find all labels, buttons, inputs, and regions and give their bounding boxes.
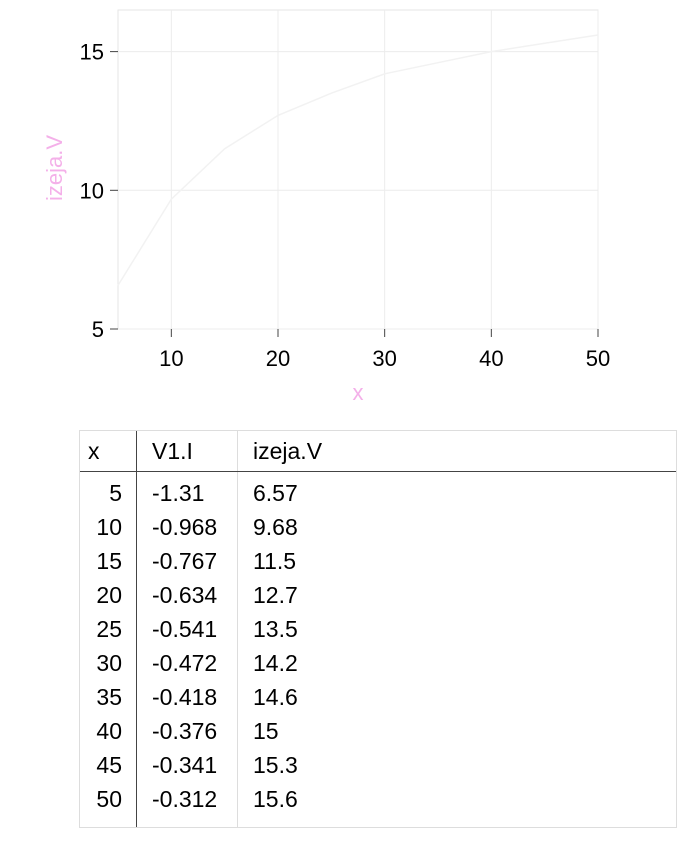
- series-layer: [117, 34, 599, 286]
- table-row: 20 -0.634 12.7: [80, 578, 676, 612]
- cell-x: 15: [96, 547, 122, 574]
- cell-x: 30: [96, 649, 122, 676]
- cell-v1-i: -0.418: [152, 683, 218, 710]
- table-header-row: x V1.I izeja.V: [80, 431, 676, 472]
- cell-x: 20: [96, 581, 122, 608]
- table-row: 45 -0.341 15.3: [80, 748, 676, 782]
- axis-ticks: 10 20 30 40 50 5 10 15: [80, 40, 611, 371]
- column-divider: [136, 431, 137, 827]
- cell-v1-i: -0.376: [152, 717, 218, 744]
- y-tick-label: 5: [92, 317, 104, 342]
- table-row: 5 -1.31 6.57: [80, 471, 676, 510]
- cell-izeja-v: 12.7: [253, 581, 298, 608]
- x-tick-label: 20: [266, 346, 290, 371]
- cell-izeja-v: 14.2: [253, 649, 298, 676]
- x-axis-label: x: [353, 380, 364, 405]
- line-chart: 10 20 30 40 50 5 10 15 x izeja.V: [42, 9, 611, 405]
- x-tick-label: 10: [159, 346, 183, 371]
- cell-izeja-v: 13.5: [253, 615, 298, 642]
- column-divider: [237, 431, 238, 827]
- cell-izeja-v: 9.68: [253, 513, 298, 540]
- cell-v1-i: -0.312: [152, 785, 218, 812]
- cell-v1-i: -0.341: [152, 751, 218, 778]
- column-header-izeja-v: izeja.V: [237, 431, 676, 472]
- cell-izeja-v: 15: [253, 717, 279, 744]
- cell-x: 5: [109, 479, 122, 506]
- cell-izeja-v: 6.57: [253, 479, 298, 506]
- series-line: [117, 34, 599, 286]
- y-tick-label: 15: [80, 40, 104, 65]
- data-table: x V1.I izeja.V 5 -1.31 6.57 10 -0.968 9.68 15 -…: [79, 430, 677, 828]
- table-row: 25 -0.541 13.5: [80, 612, 676, 646]
- cell-v1-i: -0.968: [152, 513, 218, 540]
- table-row: 35 -0.418 14.6: [80, 680, 676, 714]
- table-row: 10 -0.968 9.68: [80, 510, 676, 544]
- column-header-x: x: [80, 431, 136, 472]
- table-row: 15 -0.767 11.5: [80, 544, 676, 578]
- cell-v1-i: -0.472: [152, 649, 218, 676]
- cell-v1-i: -0.767: [152, 547, 218, 574]
- cell-x: 45: [96, 751, 122, 778]
- cell-x: 25: [96, 615, 122, 642]
- cell-izeja-v: 15.6: [253, 785, 298, 812]
- cell-x: 10: [96, 513, 122, 540]
- cell-izeja-v: 15.3: [253, 751, 298, 778]
- cell-x: 50: [96, 785, 122, 812]
- cell-v1-i: -0.634: [152, 581, 218, 608]
- cell-x: 40: [96, 717, 122, 744]
- cell-izeja-v: 11.5: [253, 547, 297, 574]
- table-row: 40 -0.376 15: [80, 714, 676, 748]
- grid-lines: [118, 10, 599, 330]
- x-tick-label: 50: [586, 346, 610, 371]
- cell-v1-i: -0.541: [152, 615, 218, 642]
- cell-x: 35: [96, 683, 122, 710]
- plot-area: [117, 9, 599, 330]
- table-row: 30 -0.472 14.2: [80, 646, 676, 680]
- y-tick-label: 10: [80, 178, 104, 203]
- table-row: 50 -0.312 15.6: [80, 782, 676, 816]
- column-header-v1-i: V1.I: [136, 431, 237, 472]
- x-tick-label: 40: [479, 346, 503, 371]
- cell-v1-i: -1.31: [152, 479, 205, 506]
- x-tick-label: 30: [372, 346, 396, 371]
- cell-izeja-v: 14.6: [253, 683, 298, 710]
- y-axis-label: izeja.V: [42, 135, 67, 201]
